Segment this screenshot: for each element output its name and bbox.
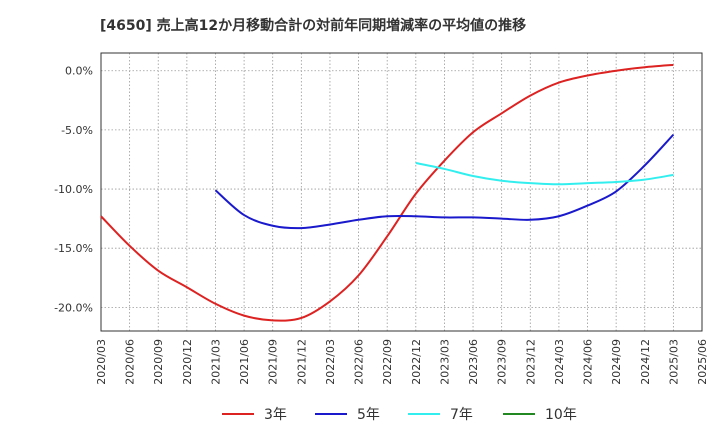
x-tick-label: 2021/06 xyxy=(238,339,251,385)
chart-title: [4650] 売上高12か月移動合計の対前年同期増減率の平均値の推移 xyxy=(100,17,526,34)
x-axis: 2020/03 2020/06 2020/09 2020/12 2021/03 2021/… xyxy=(95,339,709,385)
x-tick-label: 2023/09 xyxy=(496,339,509,385)
y-axis: 0.0% -5.0% -10.0% -15.0% -20.0% xyxy=(54,65,93,315)
x-tick-label: 2021/03 xyxy=(209,339,222,385)
legend: 3年 5年 7年 10年 xyxy=(222,407,577,423)
x-tick-label: 2025/03 xyxy=(667,339,680,385)
x-tick-label: 2020/09 xyxy=(152,339,165,385)
y-tick-label: -20.0% xyxy=(54,301,93,314)
legend-label: 5年 xyxy=(357,407,380,423)
x-tick-label: 2024/06 xyxy=(582,339,595,385)
y-tick-label: -5.0% xyxy=(61,124,93,137)
x-tick-label: 2025/06 xyxy=(696,339,709,385)
legend-label: 7年 xyxy=(450,407,473,423)
x-tick-label: 2021/09 xyxy=(267,339,280,385)
x-tick-label: 2024/09 xyxy=(610,339,623,385)
x-tick-label: 2024/12 xyxy=(639,339,652,385)
x-tick-label: 2022/12 xyxy=(410,339,423,385)
x-tick-label: 2024/03 xyxy=(553,339,566,385)
y-tick-label: -10.0% xyxy=(54,183,93,196)
plot-area xyxy=(100,52,703,332)
series-line-3年 xyxy=(100,63,674,322)
x-tick-label: 2023/06 xyxy=(467,339,480,385)
x-tick-label: 2021/12 xyxy=(295,339,308,385)
series-line-5年 xyxy=(214,133,675,230)
x-tick-label: 2023/03 xyxy=(438,339,451,385)
x-tick-label: 2022/03 xyxy=(324,339,337,385)
x-tick-label: 2022/06 xyxy=(353,339,366,385)
x-tick-label: 2023/12 xyxy=(524,339,537,385)
x-tick-label: 2020/06 xyxy=(124,339,137,385)
series-line-7年 xyxy=(415,162,674,186)
legend-label: 3年 xyxy=(264,407,287,423)
y-tick-label: 0.0% xyxy=(65,65,93,78)
legend-label: 10年 xyxy=(545,407,577,423)
y-tick-label: -15.0% xyxy=(54,242,93,255)
series-lines xyxy=(100,63,675,322)
x-tick-label: 2022/09 xyxy=(381,339,394,385)
grid xyxy=(100,53,703,331)
x-tick-label: 2020/12 xyxy=(181,339,194,385)
x-tick-label: 2020/03 xyxy=(95,339,108,385)
